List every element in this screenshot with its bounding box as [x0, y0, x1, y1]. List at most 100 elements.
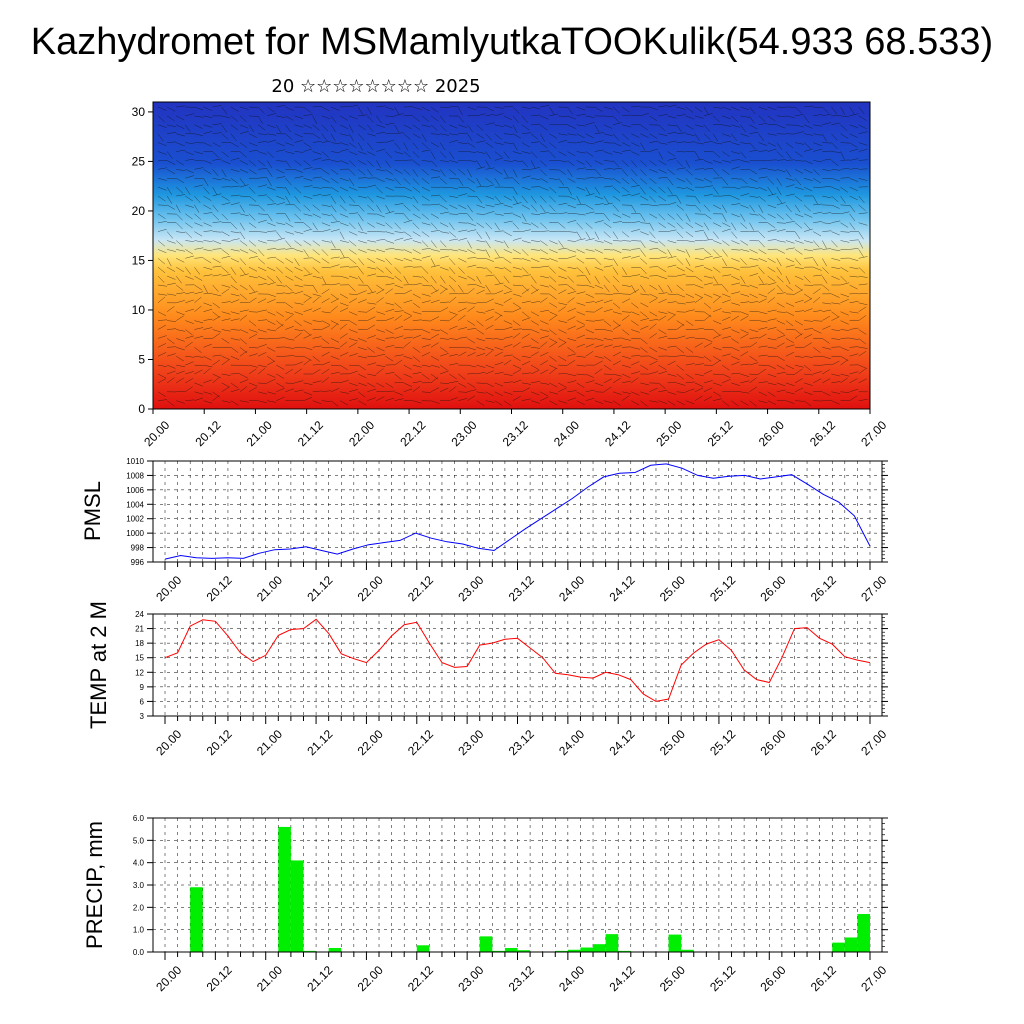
wind-barb: [221, 284, 231, 288]
wind-barb: [430, 151, 436, 160]
wind-barb: [767, 258, 776, 263]
wind-barb: [421, 293, 431, 297]
wind-barb: [767, 275, 776, 282]
wind-barb: [621, 267, 628, 276]
wind-barb: [521, 372, 531, 375]
wind-barb: [267, 186, 276, 191]
wind-barb: [367, 160, 374, 167]
wind-barb: [157, 249, 167, 254]
wind-barb: [239, 373, 249, 379]
wind-barb: [612, 324, 621, 330]
wind-barb: [458, 267, 465, 274]
wind-barb: [449, 284, 456, 292]
wind-barb: [358, 240, 367, 244]
wind-barb: [794, 195, 803, 202]
wind-barb: [631, 400, 640, 406]
wind-barb: [267, 320, 276, 325]
wind-barb: [458, 193, 468, 197]
wind-barb: [467, 364, 477, 368]
wind-barb: [849, 378, 858, 384]
wind-barb: [330, 221, 340, 223]
wind-barb: [494, 133, 502, 140]
wind-barb: [694, 222, 703, 228]
wind-barb: [221, 311, 231, 315]
wind-barb: [849, 327, 859, 330]
wind-barb: [685, 336, 695, 339]
wind-barb: [439, 195, 447, 203]
wind-barb: [540, 142, 548, 149]
wind-barb: [412, 347, 421, 353]
wind-barb: [258, 177, 268, 179]
wind-barb: [403, 373, 413, 378]
wind-barb: [294, 115, 304, 119]
precip-bar: [580, 947, 594, 952]
wind-barb: [394, 237, 404, 241]
wind-barb: [194, 391, 204, 395]
wind-barb: [421, 213, 429, 220]
wind-barb: [813, 240, 820, 248]
wind-barb: [276, 311, 284, 317]
wind-barb: [285, 284, 293, 291]
wind-barb: [667, 391, 677, 395]
wind-barb: [485, 178, 493, 184]
wind-barb: [239, 213, 249, 217]
wind-barb: [467, 382, 476, 388]
wind-barb: [440, 370, 449, 375]
wind-barb: [640, 311, 648, 318]
wind-barb: [858, 378, 867, 384]
wind-barb: [822, 195, 832, 199]
heatmap-x-tick-label: 20.00: [141, 418, 172, 449]
wind-barb: [176, 194, 186, 197]
wind-barb: [476, 185, 486, 188]
wind-barb: [740, 115, 750, 118]
wind-barb: [594, 177, 604, 179]
wind-barb: [176, 142, 185, 147]
wind-barb: [412, 319, 422, 321]
wind-barb: [813, 320, 823, 322]
wind-barb: [194, 305, 202, 312]
wind-barb: [476, 140, 486, 143]
wind-barb: [449, 311, 458, 316]
wind-barb: [321, 368, 330, 375]
wind-barb: [612, 249, 622, 253]
wind-barb: [813, 133, 823, 136]
wind-barb: [348, 222, 356, 230]
wind-barb: [267, 400, 277, 403]
heatmap-x-axis: 20.00 20.12 21.00 21.12 22.00 22.12 23.00 23.12…: [141, 409, 890, 449]
wind-barb: [658, 292, 668, 295]
wind-barb: [749, 265, 759, 268]
wind-barb: [767, 338, 777, 341]
wind-barb: [667, 314, 675, 321]
wind-barb: [621, 142, 631, 147]
wind-barb: [212, 193, 222, 197]
wind-barb: [722, 353, 731, 357]
wind-barb: [394, 381, 404, 384]
wind-barb: [658, 298, 667, 304]
wind-barb: [594, 275, 600, 284]
wind-barb: [367, 249, 377, 252]
wind-barb: [194, 267, 201, 275]
wind-barb: [776, 106, 786, 108]
y-tick-label: 21: [135, 625, 144, 634]
wind-barb: [294, 204, 302, 212]
pmsl-panel: PMSL 99699810001002100410061008101020.00…: [80, 457, 890, 604]
wind-barb: [412, 371, 422, 375]
wind-barb: [285, 213, 291, 222]
wind-barb: [803, 342, 812, 348]
wind-barb: [494, 203, 504, 206]
wind-barb: [858, 351, 867, 357]
wind-barb: [530, 364, 539, 370]
x-tick-label: 25.00: [657, 963, 688, 994]
wind-barb: [749, 301, 759, 304]
wind-barb: [157, 352, 167, 357]
wind-barb: [358, 299, 367, 304]
wind-barb: [549, 284, 557, 291]
wind-barb: [476, 213, 486, 215]
wind-barb: [440, 211, 449, 215]
wind-barb: [303, 293, 312, 299]
wind-barb: [585, 222, 593, 229]
wind-barb: [694, 342, 703, 348]
wind-barb: [285, 355, 295, 357]
wind-barb: [230, 202, 240, 206]
wind-barb: [367, 362, 377, 366]
